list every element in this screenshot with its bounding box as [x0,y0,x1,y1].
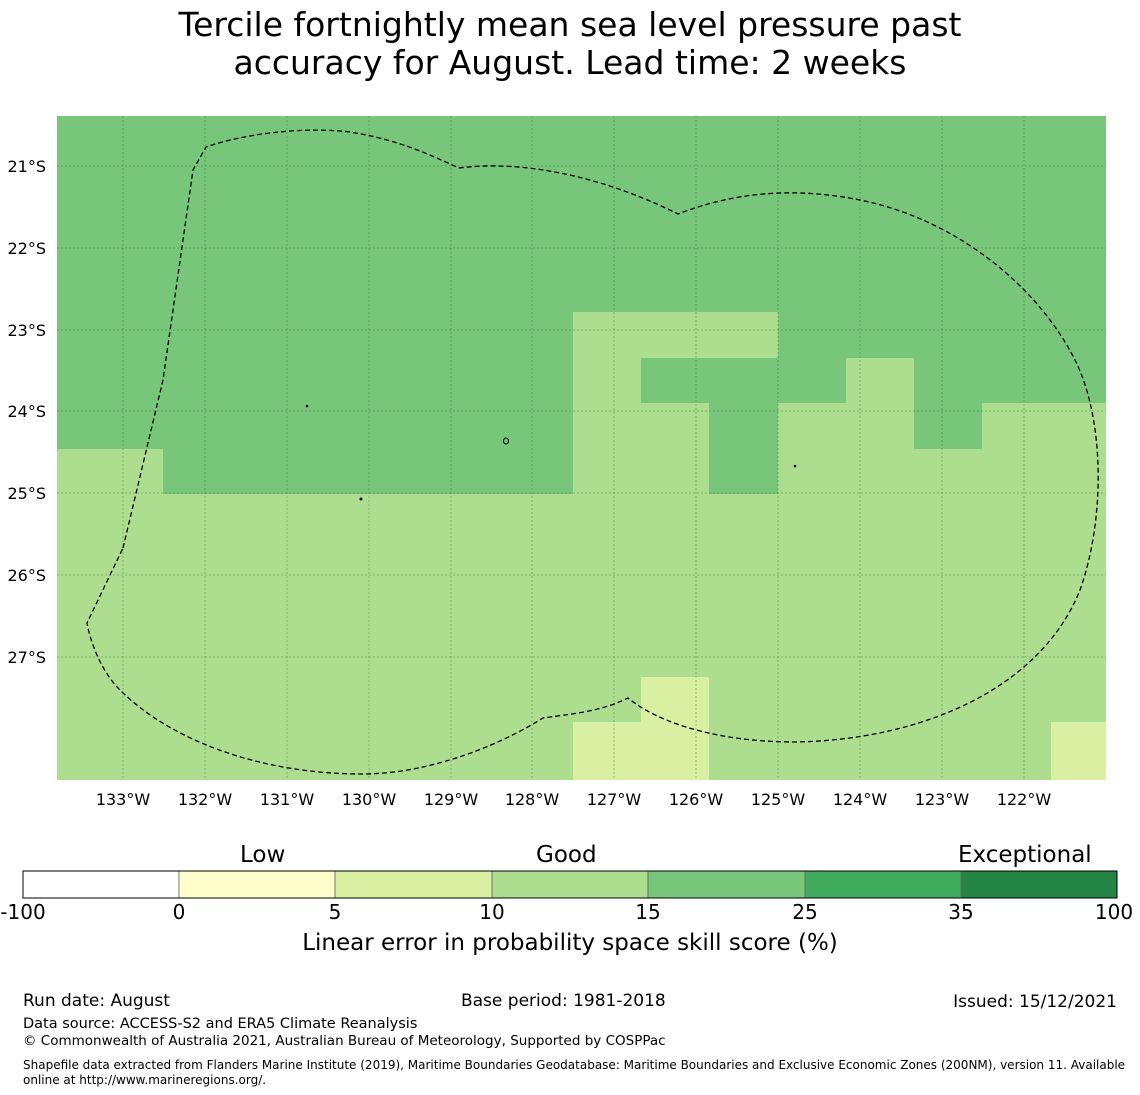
issued-date: Issued: 15/12/2021 [953,992,1117,1012]
run-date: Run date: August [23,991,170,1011]
lat-labels: 21°S 22°S 23°S 24°S 25°S 26°S 27°S [7,157,46,667]
copyright: © Commonwealth of Australia 2021, Austra… [23,1033,666,1049]
lat-label: 26°S [7,566,46,585]
colorbar-tick: 5 [328,900,342,924]
colorbar-tick: 100 [1094,900,1134,924]
islands [305,404,797,501]
colorbar-tick: 25 [792,900,818,924]
colorbar-segment-neg100-0 [22,870,180,899]
data-source: Data source: ACCESS-S2 and ERA5 Climate … [23,1016,418,1032]
island-1 [305,404,309,408]
colorbar-segment-10-15 [491,870,649,899]
colorbar-word-low: Low [240,842,286,868]
colorbar-tick: 0 [172,900,186,924]
shapefile-credit: Shapefile data extracted from Flanders M… [23,1058,1138,1088]
colorbar-segment-35-100 [960,870,1118,899]
skill-region-10-15 [57,312,1106,780]
lon-label: 125°W [751,790,806,809]
lat-label: 25°S [7,484,46,503]
lon-label: 133°W [96,790,151,809]
lat-label: 27°S [7,648,46,667]
island-3 [793,464,797,468]
lon-label: 123°W [915,790,970,809]
colorbar-segment-25-35 [804,870,962,899]
colorbar-word-good: Good [536,842,597,868]
colorbar-tick: -100 [0,900,46,924]
lon-label: 132°W [178,790,233,809]
lon-label: 129°W [424,790,479,809]
lon-label: 131°W [260,790,315,809]
lat-label: 21°S [7,157,46,176]
island-2 [503,437,509,445]
colorbar-word-exceptional: Exceptional [958,842,1092,868]
island-4 [359,497,363,501]
skill-region-5-10 [573,677,709,780]
base-period: Base period: 1981-2018 [461,991,666,1011]
colorbar-label: Linear error in probability space skill … [302,930,838,956]
title-line-2: accuracy for August. Lead time: 2 weeks [233,43,907,82]
lon-label: 128°W [505,790,560,809]
colorbar-segment-5-10 [334,870,493,899]
lon-label: 127°W [587,790,642,809]
shapefile-credit-line-1: Shapefile data extracted from Flanders M… [23,1058,1126,1072]
colorbar-frame [22,870,1118,899]
lat-label: 22°S [7,239,46,258]
lat-label: 23°S [7,321,46,340]
colorbar-segment-0-5 [178,870,336,899]
lat-label: 24°S [7,402,46,421]
title-line-1: Tercile fortnightly mean sea level press… [178,5,962,44]
colorbar-tick: 10 [479,900,505,924]
lon-label: 130°W [342,790,397,809]
lon-label: 124°W [833,790,888,809]
colorbar-segment-15-25 [647,870,806,899]
shapefile-credit-line-2: online at http://www.marineregions.org/. [23,1073,267,1087]
colorbar [22,870,1118,899]
skill-region-5-10-east [1051,722,1106,780]
colorbar-tick: 15 [635,900,661,924]
lon-label: 126°W [669,790,724,809]
grid-lines [57,116,1106,780]
colorbar-tick: 35 [948,900,974,924]
map-title: Tercile fortnightly mean sea level press… [0,6,1140,82]
lon-label: 122°W [997,790,1052,809]
lon-labels: 133°W 132°W 131°W 130°W 129°W 128°W 127°… [96,790,1052,809]
